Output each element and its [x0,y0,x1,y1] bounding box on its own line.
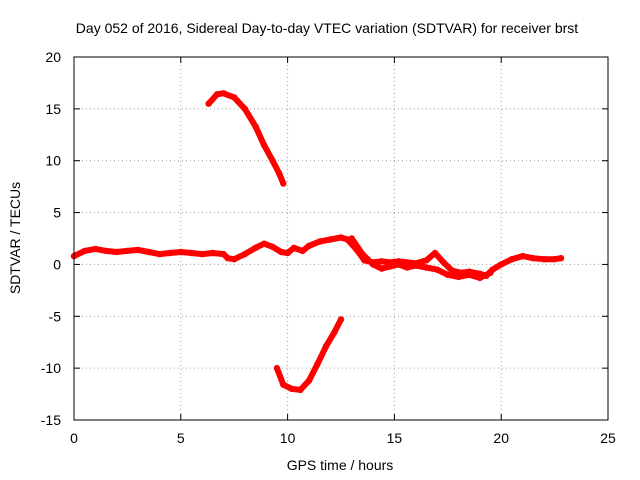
data-point [275,170,283,177]
y-axis-label: SDTVAR / TECUs [7,182,23,294]
data-point [220,250,227,258]
data-point [224,255,231,262]
chart-title: Day 052 of 2016, Sidereal Day-to-day VTE… [76,20,578,36]
data-point [92,245,99,253]
data-point [199,250,206,258]
data-point [134,246,142,254]
x-tick-label: 25 [600,430,616,446]
data-point [322,343,330,350]
data-point [260,142,268,149]
data-point [297,386,304,394]
data-point [205,100,212,107]
y-tick-label: 10 [45,153,61,169]
data-point [327,236,334,243]
data-point [378,265,385,272]
data-point [231,256,238,263]
data-point [166,249,174,257]
data-point [404,264,411,271]
data-point [177,248,184,256]
data-point [395,261,402,268]
data-point [299,247,306,255]
data-point [431,249,439,257]
data-point [386,263,394,270]
data-point [273,364,281,372]
x-tick-label: 5 [177,430,185,446]
x-tick-label: 10 [280,430,296,446]
data-point [433,266,441,273]
series-lower-arc [273,316,345,394]
plot-frame [73,56,609,421]
x-tick-label: 20 [493,430,509,446]
y-tick-label: -5 [49,308,62,324]
x-axis-label: GPS time / hours [287,457,394,473]
data-point [290,244,298,251]
data-point [102,247,110,255]
data-point [423,264,430,271]
data-point [156,250,163,258]
data-point [316,238,323,245]
y-tick-label: -10 [41,360,61,376]
data-point [412,262,419,269]
data-point [284,249,291,257]
data-point [252,123,259,130]
x-tick-label: 15 [387,430,403,446]
data-point [423,257,430,264]
series-line [205,90,287,187]
data-point [269,157,276,164]
data-point [252,244,259,251]
data-point [498,261,505,268]
series-upper-arc [205,90,287,187]
data-point [369,261,377,268]
x-tick-label: 0 [70,430,78,446]
data-point [81,247,88,255]
data-point [508,256,516,263]
data-point [487,269,494,276]
data-point [444,271,451,278]
data-point [260,240,268,247]
data-point [188,249,195,257]
data-point [359,250,366,258]
data-point [220,90,227,97]
axis-ticks: 0 5 10 15 20 25 -15 -10 -5 0 5 10 15 20 [41,49,616,446]
data-point [213,91,221,98]
data-point [476,274,483,282]
data-point [378,258,385,265]
data-point [113,248,120,256]
series-secondary-trace [348,235,494,282]
data-point [209,249,216,257]
data-point [455,273,462,281]
data-point [145,248,152,256]
data-point [241,105,249,113]
data-point [305,377,313,384]
data-point [314,360,321,368]
data-point [337,316,345,323]
y-tick-label: 5 [53,205,61,221]
data-point [331,328,338,335]
y-tick-label: 0 [53,256,61,272]
data-point [231,94,238,101]
y-tick-label: -15 [41,412,61,428]
data-point [241,250,249,258]
data-point [519,252,526,260]
data-point [530,255,537,262]
y-tick-label: 20 [45,49,61,65]
data-series [70,90,565,394]
data-point [124,247,131,255]
y-tick-label: 15 [45,101,61,117]
data-point [288,385,296,393]
data-point [551,256,558,263]
data-point [269,243,276,250]
data-point [540,256,548,263]
data-point [466,271,473,278]
data-point [278,248,285,256]
data-point [280,180,287,187]
data-point [305,242,313,249]
data-point [557,255,565,262]
data-point [348,235,355,242]
grid-lines [74,57,608,420]
data-point [337,234,345,241]
data-point [280,381,287,388]
data-point [440,259,447,266]
